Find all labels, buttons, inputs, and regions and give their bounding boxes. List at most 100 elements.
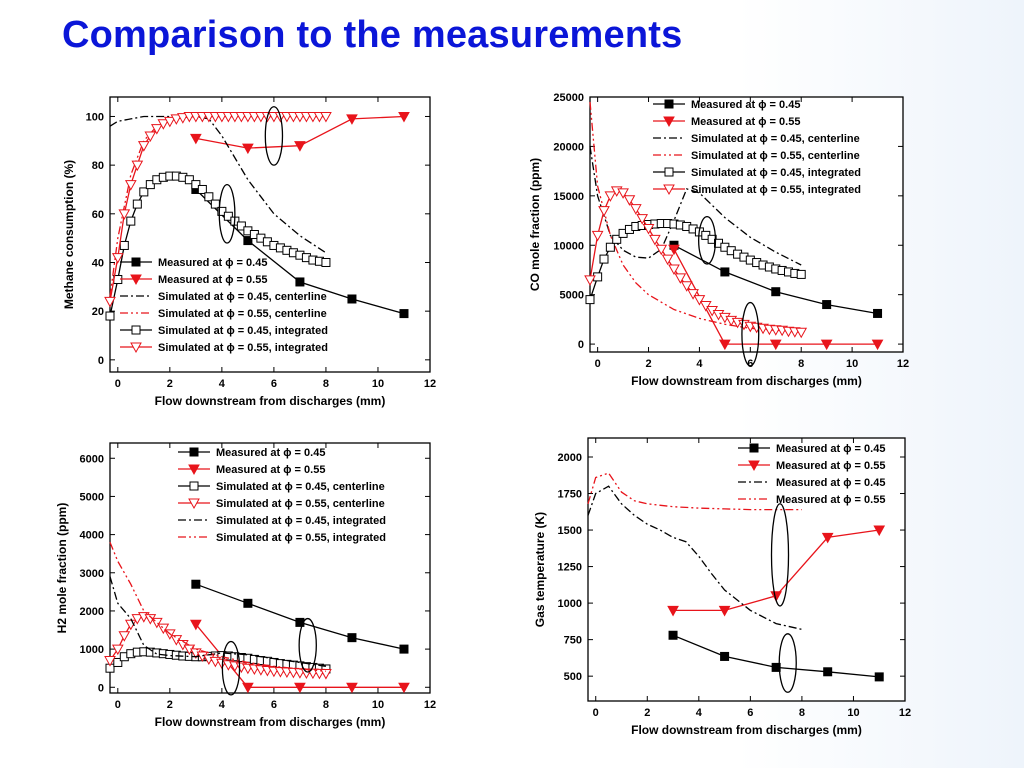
data-point [821,532,834,544]
y-tick-label: 0 [578,339,584,351]
data-point [720,651,730,661]
data-point [236,221,246,231]
data-point [398,111,410,123]
data-point [584,275,596,286]
data-point [720,267,730,277]
legend-label: Simulated at ϕ = 0.55, integrated [691,184,861,196]
h2-mole-fraction-chart: 0 2 4 6 8 10 12 0 1000 2000 3000 4000 5000 6000 Flow d… [55,442,436,729]
highlight-ellipse [741,301,760,367]
legend-label: Measured at ϕ = 0.55 [776,494,885,506]
data-point [204,192,214,202]
series-line [109,115,327,254]
legend: Measured at ϕ = 0.45 Measured at ϕ = 0.55… [738,443,885,506]
data-point [294,682,306,694]
data-point [605,242,615,252]
legend: Measured at ϕ = 0.45 Measured at ϕ = 0.55… [653,99,861,196]
x-tick-label: 10 [372,378,384,390]
legend-marker [131,325,141,335]
x-tick-label: 2 [167,699,173,711]
legend-marker [131,257,141,267]
legend-label: Simulated at ϕ = 0.45, centerline [691,133,860,145]
x-tick-label: 6 [271,699,277,711]
data-point [623,195,636,206]
data-point [104,296,116,308]
series-line [587,485,803,631]
series-2 [589,146,802,266]
data-point [598,206,610,217]
highlight-ellipse [221,640,241,696]
legend-label: Simulated at ϕ = 0.45, integrated [216,515,386,527]
methane-consumption-chart: 0 2 4 6 8 10 12 0 20 40 60 80 100 Flow downstream fro… [62,96,436,408]
legend-label: Measured at ϕ = 0.45 [776,477,885,489]
data-point [104,656,116,667]
data-point [346,114,358,125]
legend-label: Measured at ϕ = 0.45 [158,257,267,269]
y-tick-label: 0 [98,355,104,367]
data-point [170,114,183,125]
data-point [655,244,668,256]
gas-temperature-chart: 0 2 4 6 8 10 12 500 750 1000 1250 1500 1750 2000 Flow … [533,437,911,737]
series-1 [190,111,410,155]
y-tick-label: 10000 [553,240,584,252]
legend-label: Simulated at ϕ = 0.55, integrated [158,342,328,354]
y-tick-label: 750 [564,635,582,647]
y-tick-label: 1000 [80,644,104,656]
x-tick-label: 6 [271,378,277,390]
data-point [210,199,220,209]
legend-marker [189,481,199,491]
data-point [119,240,129,250]
legend-label: Measured at ϕ = 0.55 [776,460,885,472]
data-point [871,339,884,351]
slide-title: Comparison to the measurements [62,14,683,56]
data-point [693,295,706,306]
legend-label: Measured at ϕ = 0.45 [216,447,325,459]
highlight-ellipse [778,633,797,693]
data-point [642,223,655,235]
data-point [823,667,833,677]
series-2 [587,485,803,631]
legend: Measured at ϕ = 0.45 Measured at ϕ = 0.55… [120,257,328,354]
series-0 [191,579,409,654]
data-point [191,579,201,589]
data-point [661,254,674,266]
data-point [157,623,170,635]
data-point [347,633,357,643]
data-point [796,269,806,279]
y-tick-label: 6000 [80,453,104,465]
data-point [667,605,679,617]
legend-label: Simulated at ϕ = 0.55, centerline [158,308,327,320]
legend: Measured at ϕ = 0.45 Measured at ϕ = 0.55… [178,447,386,544]
series-3 [104,612,332,680]
data-point [223,211,233,221]
legend-marker [663,116,675,128]
y-axis-title: CO mole fraction (ppm) [528,158,542,291]
data-point [649,234,661,246]
data-point [294,141,306,152]
data-point [874,672,884,682]
data-point [617,188,629,199]
legend-label: Measured at ϕ = 0.45 [776,443,885,455]
legend-label: Simulated at ϕ = 0.45, integrated [691,167,861,179]
data-point [105,311,115,321]
x-tick-label: 8 [323,378,329,390]
y-tick-label: 5000 [560,290,584,302]
data-point [668,244,680,256]
y-tick-label: 4000 [80,530,104,542]
series-2 [109,115,327,254]
y-tick-label: 2000 [80,606,104,618]
data-point [320,111,332,123]
x-axis-title: Flow downstream from discharges (mm) [631,374,862,388]
legend-marker [748,460,760,472]
data-point [243,236,253,246]
x-tick-label: 8 [799,707,805,719]
x-axis-title: Flow downstream from discharges (mm) [631,723,862,737]
data-point [176,113,189,124]
data-point [190,133,202,145]
data-point [769,339,782,351]
plot-frame [587,437,906,702]
legend-marker [663,184,675,196]
data-point [822,300,832,310]
y-tick-label: 80 [92,160,104,172]
legend-label: Measured at ϕ = 0.55 [216,464,325,476]
y-axis-title: Methane consumption (%) [62,160,76,309]
